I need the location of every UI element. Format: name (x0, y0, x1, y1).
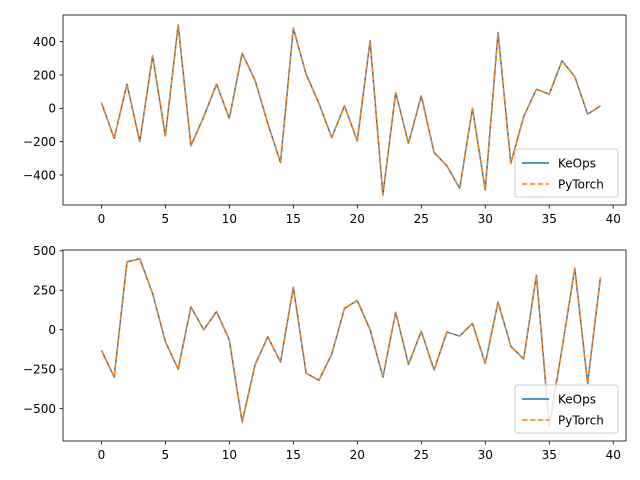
x-tick-label: 35 (542, 448, 557, 462)
bottom-line-chart: 0 5 10 15 20 25 30 35 40 −500 −250 0 250 500 KeOps PyTo… (23, 244, 627, 462)
axes-frame (62, 249, 627, 442)
y-tick-label: −400 (23, 168, 56, 182)
x-tick-label: 25 (414, 448, 429, 462)
series-line-pytorch (100, 24, 601, 196)
y-tick-label: −200 (23, 135, 56, 149)
axes-frame (62, 14, 627, 206)
x-tick-label: 10 (222, 212, 237, 226)
x-tick-label: 40 (606, 448, 621, 462)
legend: KeOps PyTorch (514, 384, 619, 434)
legend-label-keops: KeOps (558, 156, 596, 170)
y-tick-label: 250 (33, 284, 56, 298)
legend-label-pytorch: PyTorch (558, 177, 604, 191)
y-tick-label: −250 (23, 362, 56, 376)
x-tick-label: 15 (286, 212, 301, 226)
x-tick-label: 25 (414, 212, 429, 226)
x-tick-label: 0 (98, 212, 106, 226)
x-tick-label: 30 (478, 212, 493, 226)
y-tick-label: 400 (33, 35, 56, 49)
legend: KeOps PyTorch (514, 148, 619, 198)
x-tick-label: 30 (478, 448, 493, 462)
x-tick-label: 5 (162, 212, 170, 226)
x-tick-label: 0 (98, 448, 106, 462)
top-line-chart: 0 5 10 15 20 25 30 35 40 −400 −200 0 200 400 KeOps PyTo… (23, 14, 627, 226)
y-tick-label: −500 (23, 402, 56, 416)
y-tick-label: 0 (48, 102, 56, 116)
x-tick-label: 5 (162, 448, 170, 462)
x-tick-label: 35 (542, 212, 557, 226)
legend-box (514, 148, 619, 198)
x-tick-label: 40 (606, 212, 621, 226)
x-tick-label: 20 (350, 212, 365, 226)
legend-label-keops: KeOps (558, 392, 596, 406)
legend-box (514, 384, 619, 434)
x-tick-label: 20 (350, 448, 365, 462)
y-tick-label: 0 (48, 323, 56, 337)
x-tick-label: 15 (286, 448, 301, 462)
x-tick-label: 10 (222, 448, 237, 462)
y-tick-label: 200 (33, 68, 56, 82)
y-tick-label: 500 (33, 244, 56, 258)
legend-label-pytorch: PyTorch (558, 413, 604, 427)
series-line-pytorch (100, 257, 602, 427)
